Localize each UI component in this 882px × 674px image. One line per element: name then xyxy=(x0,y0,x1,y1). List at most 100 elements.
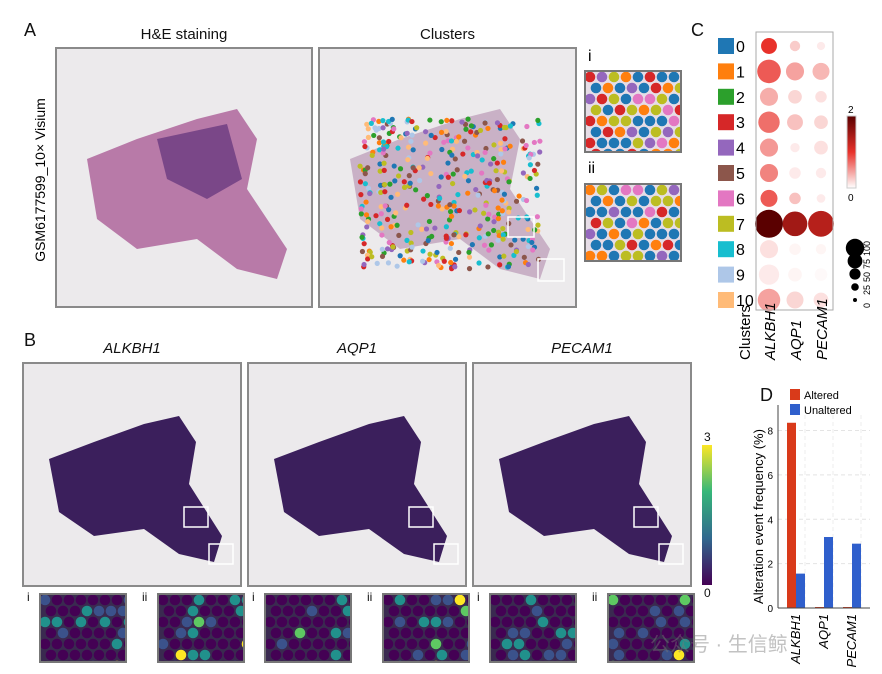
cluster-spot xyxy=(382,203,388,209)
cluster-spot xyxy=(507,143,513,149)
cluster-spot xyxy=(395,173,402,179)
spot xyxy=(324,616,336,628)
spot xyxy=(632,250,644,260)
dot-6-alkbh1 xyxy=(760,189,778,207)
spot xyxy=(602,195,614,207)
spot xyxy=(602,104,614,116)
cluster-label-9: 9 xyxy=(736,268,745,285)
spot xyxy=(596,72,608,83)
spot xyxy=(175,605,187,617)
spot xyxy=(668,228,680,240)
spot xyxy=(348,596,350,604)
spot xyxy=(525,595,537,606)
spot xyxy=(454,638,466,650)
tissue-expression xyxy=(499,416,672,562)
cluster-spot xyxy=(500,232,506,238)
cluster-spot xyxy=(513,198,520,204)
expr-inset-ii xyxy=(607,593,695,663)
spatial-expression-aqp1 xyxy=(247,362,467,587)
spot xyxy=(266,616,276,628)
spot xyxy=(211,627,223,639)
spot xyxy=(181,616,193,628)
spot xyxy=(436,649,448,661)
spot xyxy=(199,605,211,617)
cluster-spot xyxy=(465,145,471,151)
cluster-spot xyxy=(498,151,504,157)
cluster-spot xyxy=(501,124,508,131)
cluster-spot xyxy=(369,254,375,260)
bar-altered-alkbh1 xyxy=(787,422,796,608)
spot xyxy=(638,239,650,251)
cluster-spot xyxy=(373,127,379,133)
cluster-spot xyxy=(486,180,492,186)
spot xyxy=(649,649,661,661)
spot xyxy=(519,649,531,661)
spot xyxy=(685,649,693,661)
spot xyxy=(491,595,501,606)
dot-1-aqp1 xyxy=(785,62,805,81)
cluster-spot xyxy=(456,233,462,240)
spot xyxy=(615,148,625,151)
x-tick-alkbh1: ALKBH1 xyxy=(788,614,803,665)
size-legend-label-0: 0 xyxy=(862,303,872,308)
spot xyxy=(270,649,282,661)
spot xyxy=(312,616,324,628)
spot xyxy=(674,217,680,229)
cluster-spot xyxy=(481,242,488,248)
spot xyxy=(159,616,169,628)
spot xyxy=(555,605,567,617)
cluster-spot xyxy=(358,192,364,198)
spot xyxy=(384,595,394,606)
spot xyxy=(631,616,643,628)
dot-2-pecam1 xyxy=(815,91,827,103)
spot xyxy=(638,126,650,138)
cluster-spot xyxy=(357,163,363,169)
spot xyxy=(495,605,507,617)
spatial-expression-alkbh1 xyxy=(22,362,242,587)
cluster-spot xyxy=(387,181,393,187)
cluster-spot xyxy=(380,139,387,145)
spot xyxy=(87,595,99,606)
gene-title-alkbh1: ALKBH1 xyxy=(103,340,161,357)
spot xyxy=(266,595,276,606)
colorbar-max: 3 xyxy=(704,430,711,444)
spot xyxy=(69,627,81,639)
inset-i-box xyxy=(633,506,659,528)
spot xyxy=(288,638,300,650)
cluster-spot xyxy=(428,201,434,208)
cluster-spot xyxy=(376,118,382,124)
spot xyxy=(454,616,466,628)
spot xyxy=(586,115,596,127)
spot xyxy=(668,206,680,218)
cluster-spot xyxy=(390,244,396,250)
cluster-spot xyxy=(445,174,451,180)
spot xyxy=(442,595,454,606)
cluster-spot xyxy=(488,242,495,248)
cluster-spot xyxy=(466,249,472,255)
spot xyxy=(608,228,620,240)
dot-0-alkbh1 xyxy=(761,38,777,54)
cluster-spot xyxy=(506,209,512,215)
cluster-spot xyxy=(432,134,438,141)
spot xyxy=(282,649,294,661)
cluster-spot xyxy=(506,179,512,185)
spot xyxy=(384,616,394,628)
spot xyxy=(294,627,306,639)
spot xyxy=(603,148,613,151)
size-legend-dot-0 xyxy=(853,298,857,302)
spot xyxy=(159,595,169,606)
spot xyxy=(163,627,175,639)
spot xyxy=(63,616,75,628)
spot xyxy=(632,115,644,127)
cluster-spot xyxy=(365,134,371,140)
cluster-spot xyxy=(482,149,488,156)
spot xyxy=(668,137,680,149)
size-legend-label-25: 25 xyxy=(862,285,872,295)
spot xyxy=(436,605,448,617)
panel-a-label: A xyxy=(24,20,37,40)
dot-6-aqp1 xyxy=(789,192,801,205)
spot xyxy=(620,137,632,149)
cluster-spot xyxy=(513,248,520,255)
spot xyxy=(614,126,626,138)
cluster-spot xyxy=(361,241,367,247)
